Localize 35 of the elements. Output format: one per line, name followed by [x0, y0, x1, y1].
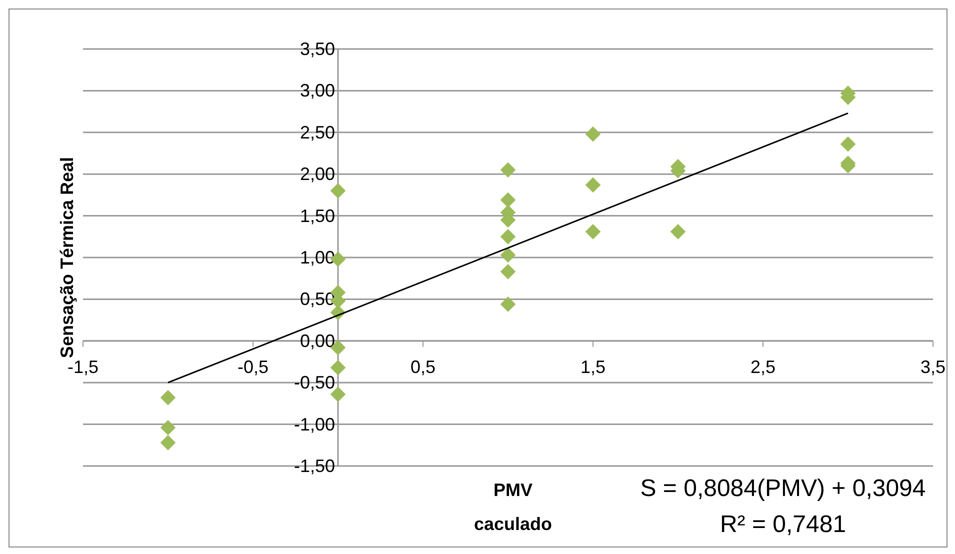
point — [500, 296, 516, 312]
point — [840, 136, 856, 152]
x-tick-label: 2,5 — [750, 356, 776, 377]
y-tick-label: 0,00 — [300, 330, 335, 351]
point — [585, 224, 601, 240]
y-tick-label: 2,00 — [300, 164, 335, 184]
point — [585, 177, 601, 193]
point — [330, 360, 346, 376]
y-tick-label: 1,50 — [300, 206, 335, 226]
text: S = 0,8084(PMV) + 0,3094 — [640, 475, 926, 502]
point — [160, 390, 176, 406]
y-tick-label: 2,50 — [300, 122, 335, 142]
y-tick-label: -0,50 — [294, 372, 335, 393]
x-tick-label: 3,5 — [920, 356, 946, 377]
point — [330, 183, 346, 198]
y-tick-label: 3,00 — [300, 80, 335, 101]
text: R² = 0,7481 — [720, 511, 846, 538]
point — [500, 162, 516, 178]
point — [585, 126, 601, 142]
point — [160, 420, 176, 436]
x-tick-label: -0,5 — [237, 356, 269, 377]
y-tick-label: -1,50 — [294, 456, 335, 476]
x-axis-title: PMV caculado — [474, 480, 552, 534]
point — [500, 228, 516, 244]
x-tick-label: 1,5 — [580, 356, 606, 377]
x-tick-label: 0,5 — [410, 356, 436, 377]
point — [670, 224, 686, 240]
y-tick-label: -1,00 — [294, 414, 335, 434]
y-tick-label: 3,50 — [300, 39, 335, 59]
point — [500, 192, 516, 208]
point — [500, 264, 516, 280]
x-tick-label: -1,5 — [67, 356, 99, 377]
point — [160, 434, 176, 450]
point — [500, 247, 516, 263]
y-axis-title: Sensação Térmica Real — [57, 156, 77, 358]
